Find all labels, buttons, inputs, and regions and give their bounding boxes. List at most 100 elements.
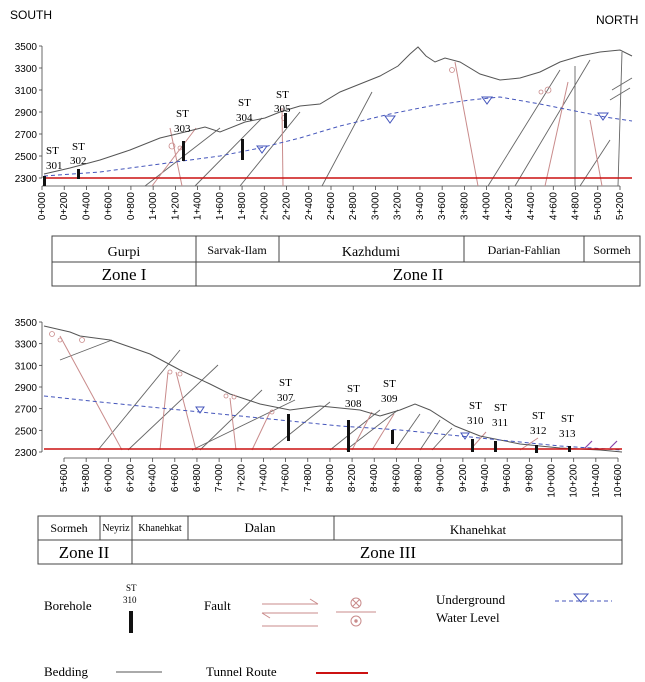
borehole-303-bar bbox=[182, 141, 185, 161]
borehole-307-bar bbox=[287, 414, 290, 441]
legend-water-label-2: Water Level bbox=[436, 610, 500, 625]
borehole-312-bar bbox=[535, 445, 538, 453]
borehole-305-num: 305 bbox=[274, 103, 291, 115]
borehole-312-num: 312 bbox=[530, 425, 547, 437]
borehole-311-bar bbox=[494, 441, 497, 452]
section-2-fault-symbols bbox=[49, 331, 275, 415]
chainage-tick-label: 8+400 bbox=[369, 464, 380, 493]
borehole-310-st: ST bbox=[469, 400, 482, 412]
chainage-tick-label: 5+000 bbox=[593, 192, 604, 221]
chainage-tick-label: 8+800 bbox=[414, 464, 425, 493]
south-label: SOUTH bbox=[10, 8, 52, 22]
section-1-faults bbox=[151, 61, 603, 187]
section-1-water-markers bbox=[256, 96, 609, 154]
chainage-tick-label: 9+800 bbox=[524, 464, 535, 493]
borehole-302-bar bbox=[77, 169, 80, 179]
chainage-tick-label: 1+000 bbox=[148, 192, 159, 221]
borehole-302-st: ST bbox=[72, 141, 85, 153]
section-2-formation-sormeh: Sormeh bbox=[50, 521, 87, 535]
section-1-formation-darian-fahlian: Darian-Fahlian bbox=[488, 243, 561, 257]
legend-water-marker-icon bbox=[572, 593, 590, 603]
elevation-tick-label: 2700 bbox=[15, 405, 38, 416]
borehole-303-num: 303 bbox=[174, 123, 191, 135]
chainage-tick-label: 2+000 bbox=[259, 192, 270, 221]
chainage-tick-label: 7+400 bbox=[258, 464, 269, 493]
elevation-tick-label: 2300 bbox=[15, 174, 38, 185]
borehole-309-num: 309 bbox=[381, 393, 398, 405]
chainage-tick-label: 6+200 bbox=[125, 464, 136, 493]
elevation-tick-label: 2300 bbox=[15, 448, 38, 459]
legend-borehole-bar bbox=[129, 611, 133, 633]
chainage-tick-label: 0+000 bbox=[37, 192, 48, 221]
chainage-tick-label: 9+200 bbox=[458, 464, 469, 493]
chainage-tick-label: 0+800 bbox=[126, 192, 137, 221]
chainage-tick-label: 9+400 bbox=[480, 464, 491, 493]
chainage-tick-label: 7+800 bbox=[303, 464, 314, 493]
chainage-tick-label: 1+800 bbox=[237, 192, 248, 221]
section-1-formation-kazhdumi: Kazhdumi bbox=[342, 245, 400, 260]
section-1-water-level bbox=[43, 96, 633, 177]
borehole-309-bar bbox=[391, 430, 394, 444]
section-2-chainage-axis: 5+600 5+800 6+000 6+200 6+400 6+600 6+800 7+000… bbox=[59, 457, 624, 498]
chainage-tick-label: 4+800 bbox=[571, 192, 582, 221]
borehole-304-bar bbox=[241, 139, 244, 160]
elevation-tick-label: 2700 bbox=[15, 130, 38, 141]
borehole-313-st: ST bbox=[561, 413, 574, 425]
legend-fault-arrows-icon bbox=[261, 598, 319, 627]
chainage-tick-label: 1+600 bbox=[215, 192, 226, 221]
chainage-tick-label: 0+600 bbox=[104, 192, 115, 221]
chainage-tick-label: 6+400 bbox=[148, 464, 159, 493]
section-2-formation-table bbox=[37, 515, 623, 565]
borehole-305-bar bbox=[284, 113, 287, 128]
borehole-301-bar bbox=[43, 176, 46, 186]
chainage-tick-label: 3+400 bbox=[415, 192, 426, 221]
section-2-formation-khanehkat-2: Khanehkat bbox=[450, 522, 507, 537]
borehole-311-st: ST bbox=[494, 402, 507, 414]
chainage-tick-label: 4+000 bbox=[482, 192, 493, 221]
section-1-ground-surface bbox=[43, 46, 633, 175]
section-1-boreholes: ST 301 ST 302 ST 303 ST 304 ST 305 bbox=[43, 89, 291, 186]
section-1-elevation-axis: 3500 3300 3100 2900 2700 2500 2300 bbox=[15, 42, 43, 185]
chainage-tick-label: 3+600 bbox=[437, 192, 448, 221]
chainage-tick-label: 7+200 bbox=[236, 464, 247, 493]
section-1-formation-table bbox=[51, 235, 641, 287]
section-2-elevation-axis: 3500 3300 3100 2900 2700 2500 2300 bbox=[15, 318, 43, 459]
borehole-309-st: ST bbox=[383, 378, 396, 390]
section-1-zone-i: Zone I bbox=[102, 265, 147, 284]
chainage-tick-label: 10+600 bbox=[613, 464, 624, 498]
elevation-tick-label: 2500 bbox=[15, 152, 38, 163]
legend-fault-label: Fault bbox=[204, 598, 231, 613]
chainage-tick-label: 9+000 bbox=[436, 464, 447, 493]
elevation-tick-label: 3300 bbox=[15, 64, 38, 75]
section-2-profile: 3500 3300 3100 2900 2700 2500 2300 5+600 5+800 6… bbox=[15, 318, 624, 565]
section-2-boreholes: ST 307 ST 308 ST 309 ST 310 ST 311 ST 31… bbox=[277, 377, 576, 453]
borehole-301-num: 301 bbox=[46, 160, 63, 172]
borehole-303-st: ST bbox=[176, 108, 189, 120]
section-2-formation-dalan: Dalan bbox=[244, 520, 276, 535]
section-2-zone-ii: Zone II bbox=[59, 543, 110, 562]
section-1-formation-gurpi: Gurpi bbox=[108, 245, 141, 260]
legend: Borehole ST 310 Fault Underground Water … bbox=[44, 583, 612, 679]
legend-bedding-label: Bedding bbox=[44, 664, 89, 679]
chainage-tick-label: 5+200 bbox=[615, 192, 626, 221]
borehole-302-num: 302 bbox=[70, 155, 87, 167]
section-2-formation-neyriz: Neyriz bbox=[102, 523, 130, 534]
borehole-301-st: ST bbox=[46, 145, 59, 157]
chainage-tick-label: 4+200 bbox=[504, 192, 515, 221]
chainage-tick-label: 6+800 bbox=[192, 464, 203, 493]
chainage-tick-label: 7+000 bbox=[214, 464, 225, 493]
elevation-tick-label: 2900 bbox=[15, 108, 38, 119]
chainage-tick-label: 0+400 bbox=[81, 192, 92, 221]
elevation-tick-label: 3500 bbox=[15, 42, 38, 53]
section-2-water-markers bbox=[195, 406, 470, 440]
legend-borehole-st: ST bbox=[126, 583, 137, 593]
section-1-fault-symbols bbox=[168, 67, 552, 151]
section-1-zone-ii: Zone II bbox=[393, 265, 444, 284]
chainage-tick-label: 8+600 bbox=[391, 464, 402, 493]
chainage-tick-label: 3+000 bbox=[370, 192, 381, 221]
chainage-tick-label: 3+200 bbox=[393, 192, 404, 221]
borehole-305-st: ST bbox=[276, 89, 289, 101]
borehole-307-st: ST bbox=[279, 377, 292, 389]
